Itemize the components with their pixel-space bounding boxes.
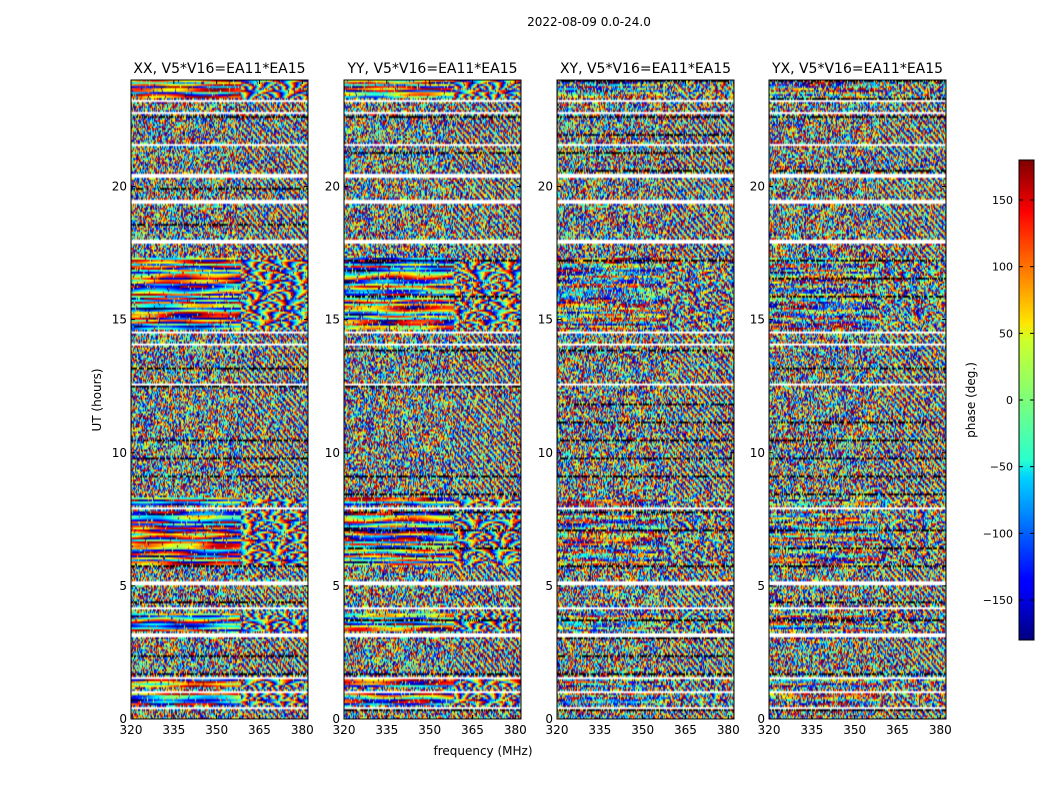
x-tick-label: 380 <box>717 723 740 737</box>
colorbar-label: phase (deg.) <box>964 362 978 438</box>
panel-3: XY, V5*V16=EA11*EA15 320 335 350 365 380 0 5 10 1… <box>538 61 740 737</box>
y-tick-label: 20 <box>325 180 340 194</box>
panel-4: YX, V5*V16=EA11*EA15 320 335 350 365 380 0 5 10 1… <box>750 61 952 737</box>
panel-title: XY, V5*V16=EA11*EA15 <box>560 61 731 77</box>
y-tick-label: 0 <box>332 712 340 726</box>
panels-group: XX, V5*V16=EA11*EA15 320 335 350 365 380 0 5 10 1… <box>112 61 952 737</box>
y-axis-label: UT (hours) <box>90 368 104 431</box>
x-tick-label: 320 <box>120 723 143 737</box>
colorbar: 150 100 50 0 −50 −100 −150 phase (deg.) <box>964 159 1035 641</box>
x-tick-label: 335 <box>800 723 823 737</box>
colorbar-tick-label: 0 <box>1006 394 1013 407</box>
x-tick-label: 335 <box>588 723 611 737</box>
phase-heatmap <box>131 80 308 719</box>
panel-2: YY, V5*V16=EA11*EA15 320 335 350 365 380 0 5 10 1… <box>325 61 527 737</box>
x-tick-label: 380 <box>929 723 952 737</box>
panel-frame <box>768 79 947 720</box>
y-tick-label: 5 <box>119 579 127 593</box>
y-tick-label: 10 <box>750 446 765 460</box>
x-tick-label: 380 <box>504 723 527 737</box>
colorbar-tick-label: 100 <box>992 261 1013 274</box>
y-tick-label: 0 <box>545 712 553 726</box>
y-tick-label: 15 <box>750 313 765 327</box>
y-tick-label: 15 <box>325 313 340 327</box>
figure-suptitle: 2022-08-09 0.0-24.0 <box>527 15 651 29</box>
panel-frame <box>343 79 522 720</box>
x-tick-label: 335 <box>375 723 398 737</box>
panel-1: XX, V5*V16=EA11*EA15 320 335 350 365 380 0 5 10 1… <box>112 61 314 737</box>
y-tick-label: 10 <box>325 446 340 460</box>
y-tick-label: 10 <box>112 446 127 460</box>
x-tick-label: 350 <box>631 723 654 737</box>
x-tick-label: 365 <box>461 723 484 737</box>
x-tick-label: 320 <box>546 723 569 737</box>
panel-frame <box>130 79 309 720</box>
y-tick-label: 5 <box>332 579 340 593</box>
x-tick-label: 350 <box>418 723 441 737</box>
x-tick-label: 335 <box>162 723 185 737</box>
phase-heatmap <box>769 80 946 719</box>
x-tick-label: 350 <box>205 723 228 737</box>
y-tick-label: 10 <box>538 446 553 460</box>
colorbar-tick-label: 50 <box>999 327 1013 340</box>
y-tick-label: 20 <box>538 180 553 194</box>
x-tick-label: 365 <box>248 723 271 737</box>
panel-title: YY, V5*V16=EA11*EA15 <box>346 61 517 77</box>
y-tick-label: 5 <box>757 579 765 593</box>
phase-heatmap <box>344 80 521 719</box>
colorbar-tick-label: −150 <box>983 594 1013 607</box>
panel-title: YX, V5*V16=EA11*EA15 <box>771 61 943 77</box>
y-tick-label: 20 <box>112 180 127 194</box>
x-tick-label: 320 <box>758 723 781 737</box>
x-tick-label: 365 <box>674 723 697 737</box>
phase-heatmap <box>557 80 734 719</box>
x-axis-label: frequency (MHz) <box>433 744 532 758</box>
x-tick-label: 350 <box>843 723 866 737</box>
x-tick-label: 365 <box>886 723 909 737</box>
colorbar-tick-label: −100 <box>983 527 1013 540</box>
y-tick-label: 20 <box>750 180 765 194</box>
panel-frame <box>556 79 735 720</box>
y-tick-label: 15 <box>538 313 553 327</box>
y-tick-label: 5 <box>545 579 553 593</box>
colorbar-ticks: 150 100 50 0 −50 −100 −150 <box>983 194 1034 607</box>
x-tick-label: 380 <box>291 723 314 737</box>
y-tick-label: 0 <box>119 712 127 726</box>
y-tick-label: 15 <box>112 313 127 327</box>
y-tick-label: 0 <box>757 712 765 726</box>
panel-title: XX, V5*V16=EA11*EA15 <box>133 61 305 77</box>
colorbar-tick-label: −50 <box>990 461 1013 474</box>
colorbar-tick-label: 150 <box>992 194 1013 207</box>
x-tick-label: 320 <box>333 723 356 737</box>
